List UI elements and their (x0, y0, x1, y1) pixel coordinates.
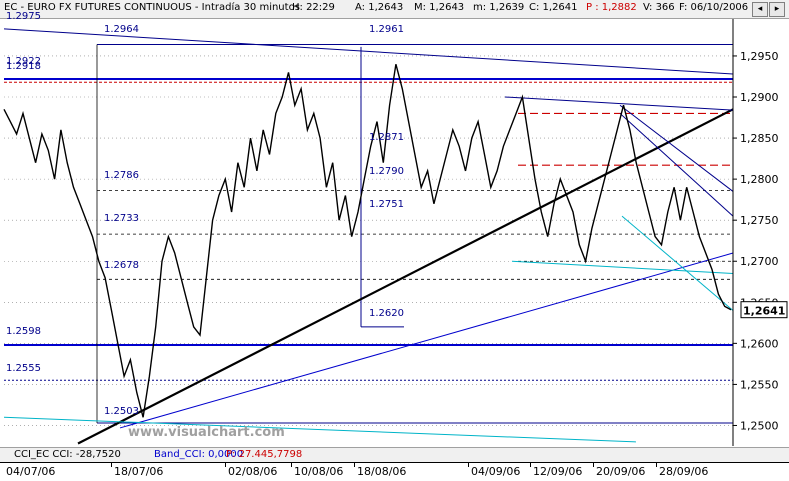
last-price-label: 1,2641 (743, 305, 785, 318)
volume-readout: V: 366 (643, 2, 675, 13)
y-tick-label: 1,2800 (740, 173, 779, 186)
close-readout: C: 1,2641 (529, 2, 578, 13)
level-label: 1.2678 (104, 260, 139, 271)
x-tick-label: 04/07/06 (6, 465, 56, 478)
scroll-right-button[interactable]: ▸ (769, 2, 785, 17)
x-tick-label: 10/08/06 (294, 465, 344, 478)
level-label: 1.2733 (104, 213, 139, 224)
x-tick-mark (291, 462, 292, 467)
level-label: 1.2961 (369, 24, 404, 35)
channel-line (619, 104, 734, 192)
channel-top-line (504, 96, 734, 111)
y-tick-label: 1,2550 (740, 378, 779, 391)
x-tick-mark (656, 462, 657, 467)
level-label: 1.2503 (104, 406, 139, 417)
x-tick-label: 18/07/06 (114, 465, 164, 478)
x-tick-mark (593, 462, 594, 467)
level-label: 1.2918 (6, 61, 41, 72)
scroll-left-button[interactable]: ◂ (752, 2, 768, 17)
level-label: 1.2786 (104, 170, 139, 181)
channel-line (619, 113, 734, 217)
x-tick-mark (530, 462, 531, 467)
x-tick-label: 20/09/06 (596, 465, 646, 478)
min-readout: m: 1,2639 (473, 2, 525, 13)
level-label: 1.2871 (369, 132, 404, 143)
indicator-p-readout: P: 27.445,7798 (226, 449, 303, 460)
level-label: 1.2751 (369, 199, 404, 210)
p-readout: P : 1,2882 (586, 2, 637, 13)
cci-readout: CCI_EC CCI: -28,7520 (14, 449, 121, 460)
x-tick-label: 04/09/06 (471, 465, 521, 478)
y-tick-label: 1,2600 (740, 337, 779, 350)
level-label: 1.2790 (369, 166, 404, 177)
level-label: 1.2975 (6, 11, 41, 22)
y-tick-label: 1,2900 (740, 91, 779, 104)
date-readout: F: 06/10/2006 (679, 2, 749, 13)
y-tick-label: 1,2950 (740, 50, 779, 63)
open-readout: A: 1,2643 (355, 2, 404, 13)
x-tick-mark (354, 462, 355, 467)
main-uptrend-line (77, 108, 734, 445)
x-tick-mark (225, 462, 226, 467)
analysis-overlays (3, 28, 734, 445)
indicator-bar (0, 447, 789, 462)
x-axis (0, 462, 789, 481)
x-tick-mark (468, 462, 469, 467)
cyan-trend-line (621, 215, 734, 311)
max-readout: M: 1,2643 (414, 2, 465, 13)
grid-lines (4, 55, 733, 426)
level-label: 1.2620 (369, 308, 404, 319)
y-tick-label: 1,2850 (740, 132, 779, 145)
x-tick-label: 28/09/06 (659, 465, 709, 478)
cyan-trend-line (3, 416, 637, 443)
last-price-box (740, 301, 788, 319)
symbol-title: EC - EURO FX FUTURES CONTINUOUS - Intrad… (4, 2, 300, 13)
level-label: 1.2964 (104, 24, 139, 35)
cyan-trend-line (511, 260, 734, 275)
x-tick-mark (111, 462, 112, 467)
y-tick-label: 1,2500 (740, 419, 779, 432)
hour-readout: H: 22:29 (292, 2, 335, 13)
chart-header-bar (0, 0, 789, 19)
y-tick-label: 1,2750 (740, 214, 779, 227)
x-tick-label: 02/08/06 (228, 465, 278, 478)
downtrend-line (3, 28, 734, 75)
level-label: 1.2555 (6, 363, 41, 374)
level-label: 1.2598 (6, 326, 41, 337)
x-tick-label: 18/08/06 (357, 465, 407, 478)
watermark-text: www.visualchart.com (128, 425, 285, 440)
level-label: 1.2922 (6, 56, 41, 67)
x-tick-label: 12/09/06 (533, 465, 583, 478)
y-tick-label: 1,2700 (740, 255, 779, 268)
y-axis: 1,2950 1,2900 1,2850 1,2800 1,2750 1,2700 1,26… (732, 19, 788, 446)
band-cci-readout: Band_CCI: 0,0000 (154, 449, 244, 460)
uptrend-line (119, 252, 734, 429)
price-line (3, 64, 732, 418)
price-series (3, 64, 732, 418)
